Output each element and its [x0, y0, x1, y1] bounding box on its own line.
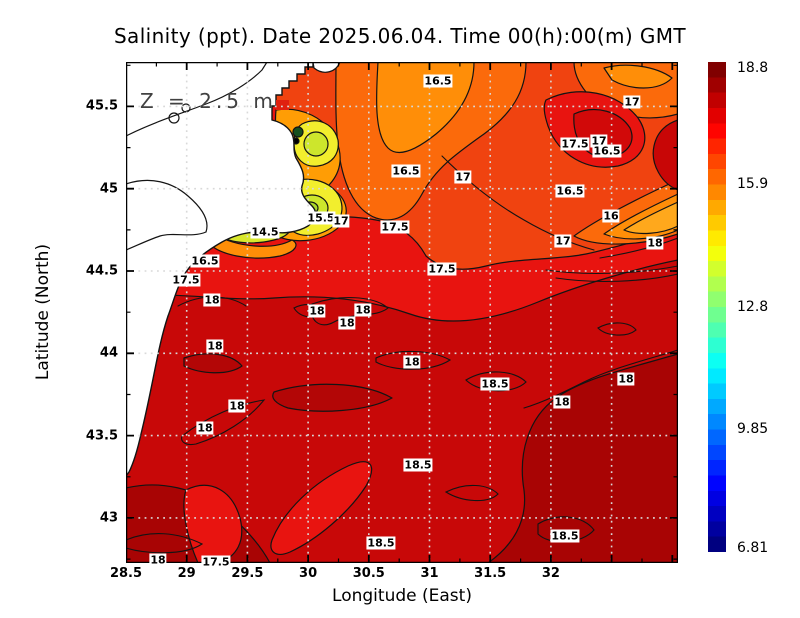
map-plot: Z = 2.5 m 16.5 17 17.5 17 16.5 16.5 17 16.5 16 17…: [126, 62, 678, 569]
contour-label: 17.5: [171, 273, 201, 287]
contour-label: 17: [332, 214, 350, 228]
y-tick-label: 43.5: [85, 428, 118, 444]
depth-label: Z = 2.5 m: [140, 89, 277, 113]
zone-155-right: [623, 201, 678, 235]
x-tick-label: 28.5: [109, 566, 143, 581]
contour-label: 18: [338, 316, 356, 330]
major-ticks: [126, 62, 678, 563]
land-group: [126, 62, 341, 478]
contour-label: 17.5: [560, 137, 590, 151]
contour-label: 17: [554, 234, 572, 248]
contour-label: 18: [308, 304, 326, 318]
contour-label: 18: [646, 236, 664, 250]
contour-label: 16.5: [423, 74, 453, 88]
contour-label: 16.5: [190, 254, 220, 268]
contour-label: 18: [228, 399, 246, 413]
contour-label: 18: [354, 303, 372, 317]
contour-label: 17: [623, 95, 641, 109]
colorbar-gradient: [708, 62, 726, 552]
figure-title: Salinity (ppt). Date 2025.06.04. Time 00…: [113, 24, 687, 48]
contour-label: 17.5: [380, 220, 410, 234]
x-tick-label: 31.5: [474, 566, 507, 581]
y-tick-label: 43: [99, 510, 118, 526]
contour-label: 14.5: [250, 225, 280, 239]
zone-185-patch: [183, 353, 243, 374]
axes-frame: [126, 62, 678, 563]
colorbar-tick-label: 12.8: [737, 299, 769, 315]
x-axis-title: Longitude (East): [332, 586, 472, 606]
dark-streak-right: [652, 119, 678, 191]
delta-dark-spot-1: [292, 126, 304, 138]
contour-label: 18: [149, 553, 167, 567]
y-tick-label: 44: [99, 345, 118, 361]
contour-label: 18: [203, 293, 221, 307]
contour-label: 15.5: [306, 211, 336, 225]
contour-label: 18: [206, 339, 224, 353]
colorbar-tick-label: 6.81: [737, 540, 769, 556]
zone-185-lens: [272, 383, 393, 412]
x-tick-label: 30: [299, 566, 318, 581]
sea-notch: [276, 100, 289, 110]
y-tick-label: 45.5: [85, 98, 118, 114]
contour-label: 16.5: [592, 144, 622, 158]
contour-label: 18.5: [403, 458, 433, 472]
contour-label: 18: [553, 395, 571, 409]
contour-label: 18: [617, 372, 635, 386]
contour-label: 18.5: [480, 377, 510, 391]
contour-label: 17.5: [427, 262, 457, 276]
contour-label: 17: [590, 134, 608, 148]
x-tick-label: 30.5: [352, 566, 385, 581]
contour-label: 17: [454, 170, 472, 184]
contour-label: 17.5: [201, 555, 231, 569]
y-tick-label: 44.5: [85, 263, 118, 279]
bright-tongue-bottomleft: [183, 484, 243, 563]
colorbar-tick-label: 15.9: [737, 176, 769, 192]
x-tick-label: 29.5: [231, 566, 264, 581]
contour-label: 18.5: [366, 536, 396, 550]
delta-green-upper: [303, 131, 329, 157]
colorbar-tick-label: 18.8: [737, 60, 769, 76]
inland-waterlines: [126, 62, 268, 251]
land-polygon: [126, 62, 317, 478]
x-tick-label: 31: [420, 566, 439, 581]
colorbar-tick-label: 9.85: [737, 421, 769, 437]
contour-label: 16: [602, 209, 620, 223]
contour-label: 16.5: [391, 164, 421, 178]
contour-label: 18.5: [550, 529, 580, 543]
contour-label: 16.5: [555, 184, 585, 198]
x-tick-label: 29: [177, 566, 196, 581]
y-tick-label: 45: [99, 181, 118, 197]
contour-label: 18: [403, 355, 421, 369]
bright-lens-bottom: [270, 461, 372, 555]
zone-16-corner: [603, 64, 673, 89]
y-axis-title: Latitude (North): [33, 243, 53, 381]
x-tick-label: 32: [541, 566, 560, 581]
contour-label: 18: [196, 421, 214, 435]
